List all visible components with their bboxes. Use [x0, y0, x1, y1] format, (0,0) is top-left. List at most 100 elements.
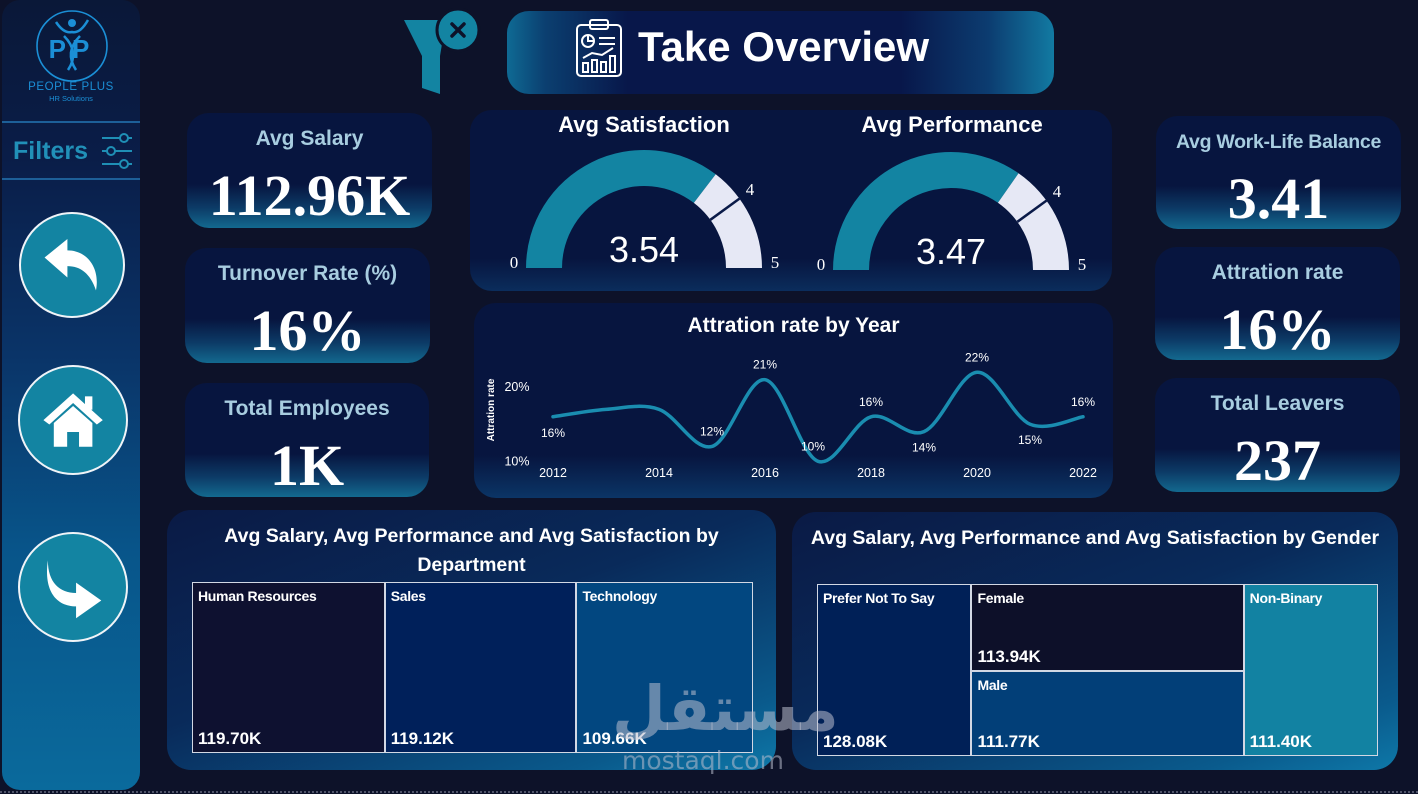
kpi-value: 16%	[249, 298, 366, 363]
y-axis-title: Attration rate	[486, 378, 497, 441]
data-point[interactable]	[975, 370, 979, 374]
data-point[interactable]	[604, 407, 608, 411]
data-label: 16%	[1071, 395, 1095, 409]
treemap-cell[interactable]: Prefer Not To Say 128.08K	[817, 584, 972, 756]
data-point[interactable]	[551, 415, 555, 419]
data-label: 21%	[753, 358, 777, 372]
treemap-cell[interactable]: Non-Binary 111.40K	[1243, 584, 1378, 756]
data-label: 10%	[801, 439, 825, 453]
treemap-cell-value: 109.66K	[582, 729, 647, 748]
treemap-cell-label: Non-Binary	[1249, 590, 1323, 606]
treemap-cell-value: 113.94K	[977, 646, 1041, 666]
kpi-label: Total Leavers	[1210, 392, 1345, 415]
kpi-label: Avg Salary	[255, 127, 364, 150]
gauge-remainder-arc	[693, 174, 762, 268]
department-treemap: Human Resources 119.70K Sales 119.12K Techno…	[192, 582, 753, 753]
data-point[interactable]	[1081, 415, 1085, 419]
gauge-title-satisfaction: Avg Satisfaction	[558, 112, 730, 137]
chart-title: Avg Salary, Avg Performance and Avg Sati…	[224, 525, 719, 576]
back-arrow-icon	[44, 239, 98, 291]
kpi-label: Attration rate	[1211, 261, 1344, 284]
back-button[interactable]	[19, 212, 125, 318]
treemap-cell-label: Female	[977, 590, 1024, 606]
watermark-arabic: مستقل	[612, 672, 839, 745]
kpi-label: Avg Work-Life Balance	[1175, 131, 1381, 153]
treemap-cell[interactable]: Technology 109.66K	[576, 582, 753, 753]
x-tick-label: 2022	[1069, 466, 1097, 480]
brand-tagline: HR Solutions	[49, 94, 93, 103]
gauge-target-marker	[709, 197, 741, 221]
y-tick-label: 10%	[504, 454, 529, 468]
treemap-cell-label: Technology	[582, 588, 657, 604]
svg-text:PP: PP	[49, 34, 96, 64]
treemap-cell[interactable]: Sales 119.12K	[384, 582, 577, 753]
people-plus-logo: PP	[36, 10, 108, 82]
x-tick-label: 2012	[539, 466, 567, 480]
data-label: 14%	[912, 441, 936, 455]
data-label: 16%	[541, 426, 565, 440]
sliders-icon[interactable]	[100, 131, 134, 171]
kpi-value: 16%	[1219, 297, 1336, 362]
gauge-min-label: 0	[510, 253, 519, 272]
clipboard-report-icon	[576, 19, 622, 77]
divider	[2, 121, 140, 123]
treemap-cell[interactable]: Male 111.77K	[971, 670, 1244, 756]
treemap-cell-label: Prefer Not To Say	[823, 590, 935, 606]
filters-label[interactable]: Filters	[13, 137, 89, 165]
x-tick-label: 2016	[751, 466, 779, 480]
data-point[interactable]	[922, 430, 926, 434]
data-point[interactable]	[869, 415, 873, 419]
gender-treemap: Prefer Not To Say 128.08K Female 113.94K Mal…	[817, 584, 1378, 756]
data-point[interactable]	[710, 444, 714, 448]
kpi-card-avg-salary: Avg Salary 112.96K	[187, 113, 432, 228]
kpi-value: 237	[1234, 428, 1321, 493]
treemap-cell-value: 111.40K	[1249, 732, 1313, 751]
funnel-clear-icon[interactable]	[400, 8, 482, 98]
bottom-border	[0, 791, 1418, 793]
data-label: 12%	[700, 424, 724, 438]
gauge-target-label: 4	[1053, 182, 1062, 201]
gauge-fill-arc	[833, 151, 1019, 270]
forward-button[interactable]	[18, 532, 128, 642]
data-label: 22%	[965, 350, 989, 364]
gauge-target-label: 4	[746, 180, 755, 199]
treemap-cell-value: 119.70K	[198, 729, 262, 748]
kpi-card-avg-work-life-balance: Avg Work-Life Balance 3.41	[1156, 116, 1401, 230]
treemap-cell-value: 128.08K	[823, 732, 888, 751]
gauge-value: 3.47	[916, 231, 986, 272]
kpi-card-total-employees: Total Employees 1K	[185, 383, 429, 497]
attration-line-chart-card: Attration rate by Year 16% 12% 21% 10% 16% 14…	[474, 303, 1113, 498]
data-point[interactable]	[816, 459, 820, 463]
line-series[interactable]	[551, 370, 1085, 464]
treemap-cell[interactable]: Female 113.94K	[971, 584, 1244, 671]
divider	[2, 178, 140, 180]
kpi-card-total-leavers: Total Leavers 237	[1155, 378, 1400, 492]
y-tick-label: 20%	[504, 380, 529, 394]
gauge-max-label: 5	[1078, 255, 1087, 274]
x-tick-label: 2014	[645, 466, 673, 480]
treemap-cell-label: Male	[977, 676, 1008, 693]
chart-title: Attration rate by Year	[687, 314, 900, 337]
sidebar: PP PEOPLE PLUS HR Solutions Filters	[2, 0, 140, 790]
gauge-title-performance: Avg Performance	[861, 112, 1043, 137]
treemap-cell-label: Human Resources	[198, 588, 317, 604]
gauge-target-marker	[1016, 199, 1048, 223]
x-tick-label: 2020	[963, 466, 991, 480]
home-button[interactable]	[18, 365, 128, 475]
watermark-latin: mostaql.com	[622, 746, 784, 775]
data-point[interactable]	[657, 407, 661, 411]
kpi-card-turnover-rate: Turnover Rate (%) 16%	[185, 248, 430, 363]
data-point[interactable]	[763, 378, 767, 382]
page-title: Take Overview	[638, 23, 930, 70]
data-point[interactable]	[1028, 422, 1032, 426]
brand-name: PEOPLE PLUS	[28, 81, 114, 93]
kpi-label: Total Employees	[224, 397, 390, 420]
forward-arrow-icon	[46, 560, 102, 619]
gauge-value: 3.54	[609, 229, 679, 270]
chart-title: Avg Salary, Avg Performance and Avg Sati…	[810, 527, 1380, 549]
home-icon	[43, 393, 103, 447]
gauges-card: Avg Satisfaction Avg Performance 0 5 4 3.54…	[470, 110, 1112, 291]
treemap-cell[interactable]: Human Resources 119.70K	[192, 582, 385, 753]
kpi-card-attration-rate: Attration rate 16%	[1155, 247, 1400, 362]
gauges-svg: 0 5 4 3.54 0 5 4 3.47	[510, 150, 1087, 274]
